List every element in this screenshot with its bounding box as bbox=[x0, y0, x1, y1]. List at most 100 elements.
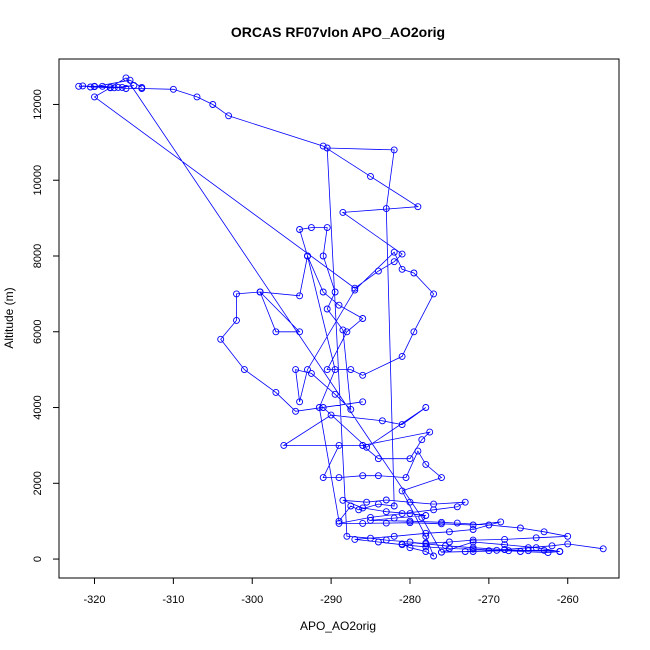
data-point bbox=[398, 487, 406, 495]
y-tick-label: 12000 bbox=[32, 89, 44, 120]
data-point bbox=[410, 269, 418, 277]
x-axis-label: APO_AO2orig bbox=[300, 619, 376, 633]
data-point bbox=[359, 398, 367, 406]
x-tick-label: -290 bbox=[320, 594, 342, 606]
y-tick-label: 6000 bbox=[32, 320, 44, 344]
data-point bbox=[367, 172, 374, 180]
x-tick-label: -270 bbox=[478, 594, 500, 606]
data-point bbox=[382, 519, 390, 527]
data-point bbox=[347, 405, 355, 413]
data-point bbox=[390, 248, 398, 256]
data-point bbox=[599, 545, 607, 553]
data-point bbox=[398, 510, 406, 518]
data-point bbox=[331, 366, 339, 374]
data-point bbox=[169, 85, 177, 93]
series-line bbox=[78, 77, 604, 557]
data-point bbox=[524, 547, 532, 555]
data-point bbox=[367, 513, 374, 521]
data-point bbox=[374, 538, 382, 546]
data-point bbox=[516, 548, 524, 555]
data-point bbox=[363, 498, 371, 506]
y-axis-label: Altitude (m) bbox=[2, 287, 16, 348]
data-point bbox=[406, 517, 414, 525]
data-point bbox=[79, 82, 87, 90]
data-point bbox=[307, 369, 315, 377]
data-point bbox=[398, 421, 406, 429]
data-point bbox=[469, 526, 477, 533]
data-point bbox=[390, 532, 398, 540]
data-point bbox=[418, 436, 426, 444]
data-point bbox=[315, 404, 323, 411]
data-point bbox=[280, 441, 288, 449]
data-point bbox=[501, 535, 509, 543]
series-0 bbox=[75, 74, 607, 560]
data-point bbox=[461, 498, 469, 506]
x-tick-label: -300 bbox=[241, 594, 263, 606]
data-point bbox=[430, 552, 438, 560]
data-point bbox=[406, 498, 414, 506]
data-point bbox=[382, 205, 390, 213]
data-point bbox=[339, 496, 347, 504]
data-point bbox=[382, 496, 390, 504]
data-point bbox=[75, 82, 83, 90]
data-point bbox=[355, 506, 363, 514]
data-point bbox=[335, 441, 343, 449]
data-point bbox=[556, 548, 564, 555]
data-point bbox=[359, 519, 367, 527]
data-point bbox=[445, 528, 453, 536]
data-point bbox=[382, 508, 390, 516]
data-point bbox=[296, 292, 304, 300]
data-point bbox=[414, 203, 422, 211]
data-point bbox=[272, 328, 280, 336]
data-point bbox=[126, 76, 134, 84]
data-point bbox=[438, 518, 445, 526]
x-axis: -320 -310 -300 -290 -280 -270 -260 bbox=[83, 577, 579, 606]
data-point bbox=[118, 83, 126, 91]
data-point bbox=[323, 144, 331, 152]
data-point bbox=[406, 510, 414, 518]
data-point bbox=[304, 252, 311, 260]
data-point bbox=[351, 535, 359, 543]
data-point bbox=[351, 284, 359, 292]
data-point bbox=[516, 524, 524, 532]
data-point bbox=[351, 286, 359, 294]
data-point bbox=[418, 513, 426, 521]
data-point bbox=[540, 528, 548, 536]
data-point bbox=[422, 529, 430, 537]
data-point bbox=[256, 288, 264, 296]
data-point bbox=[130, 82, 138, 89]
data-point bbox=[406, 455, 414, 463]
data-point bbox=[233, 290, 240, 298]
data-point bbox=[122, 74, 130, 82]
data-point bbox=[335, 301, 343, 309]
data-point bbox=[359, 441, 367, 449]
data-point bbox=[544, 549, 552, 557]
data-point bbox=[390, 514, 398, 522]
x-tick-label: -310 bbox=[162, 594, 184, 606]
data-point bbox=[110, 84, 118, 92]
data-point bbox=[548, 542, 556, 550]
data-point bbox=[98, 82, 106, 90]
data-point bbox=[378, 417, 386, 425]
data-point bbox=[453, 519, 461, 527]
data-point bbox=[319, 142, 327, 150]
data-point bbox=[485, 521, 493, 529]
data-point bbox=[292, 366, 300, 374]
data-point bbox=[363, 443, 371, 451]
data-point bbox=[390, 502, 398, 510]
x-tick-label: -280 bbox=[399, 594, 421, 606]
y-tick-label: 4000 bbox=[32, 395, 44, 419]
data-point bbox=[422, 543, 430, 551]
data-point bbox=[524, 544, 532, 552]
data-point bbox=[374, 455, 382, 463]
data-point bbox=[296, 328, 304, 336]
data-point bbox=[469, 536, 477, 544]
data-point bbox=[138, 83, 146, 91]
x-tick-label: -260 bbox=[557, 594, 579, 606]
y-axis: 0 2000 4000 6000 8000 10000 12000 bbox=[32, 89, 60, 562]
data-point bbox=[296, 226, 304, 233]
data-point bbox=[422, 512, 430, 519]
data-point bbox=[307, 224, 315, 232]
